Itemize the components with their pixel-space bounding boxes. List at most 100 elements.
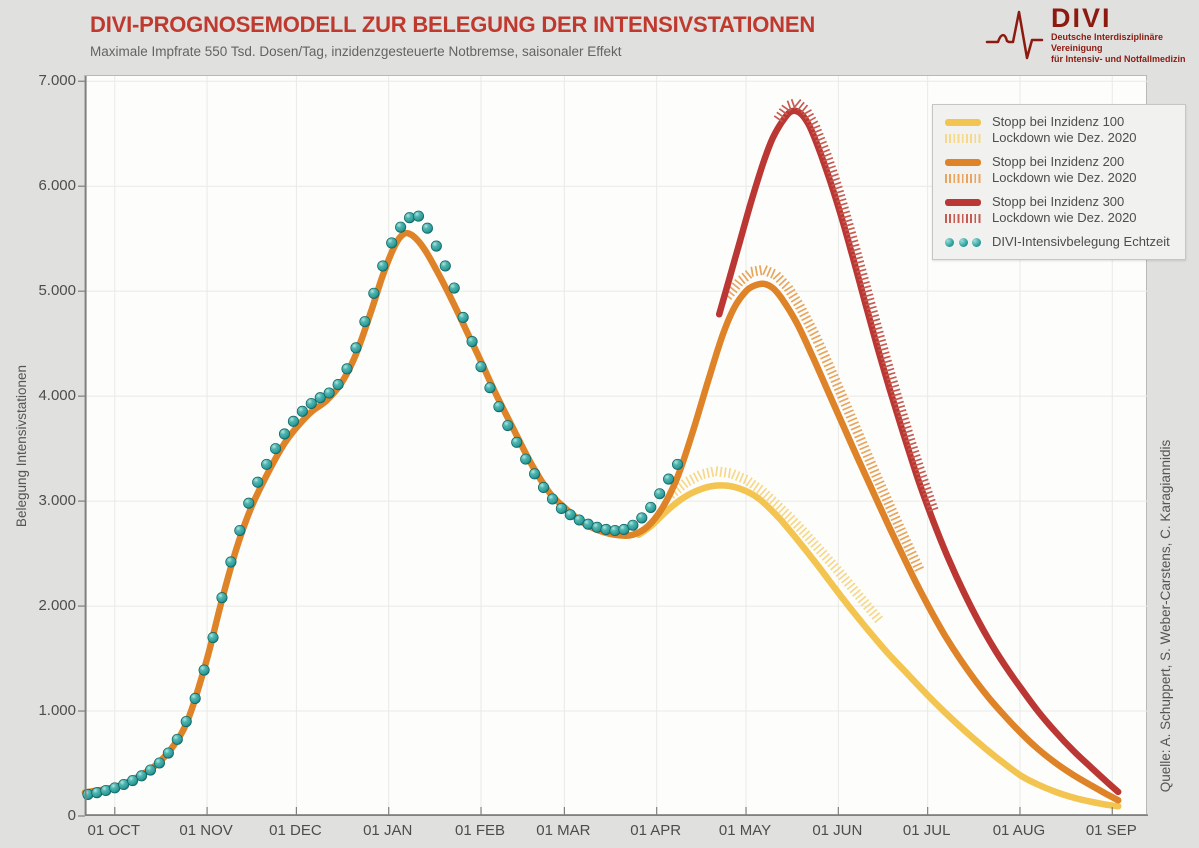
data-point — [430, 240, 442, 252]
data-point — [368, 287, 380, 299]
data-point — [261, 458, 273, 470]
legend-entry: Stopp bei Inzidenz 300 — [945, 194, 1175, 210]
x-axis-tick-label: 01 SEP — [1085, 822, 1137, 839]
legend-swatch-solid-line — [945, 118, 981, 126]
data-point — [645, 501, 657, 513]
data-point — [439, 260, 451, 272]
series-layer — [81, 98, 1122, 810]
legend-swatch-hatched-line — [945, 133, 981, 143]
data-point — [162, 747, 174, 759]
legend-label: Lockdown wie Dez. 2020 — [992, 170, 1137, 185]
legend-label: Lockdown wie Dez. 2020 — [992, 130, 1137, 145]
data-point — [564, 509, 576, 521]
data-point — [144, 764, 157, 776]
data-point — [323, 387, 335, 399]
data-point — [270, 443, 282, 455]
data-point — [573, 514, 585, 526]
legend-entry: Lockdown wie Dez. 2020 — [945, 210, 1175, 226]
data-point — [136, 770, 148, 782]
x-axis-tick-label: 01 JAN — [363, 822, 413, 839]
data-point — [377, 260, 389, 272]
legend-entry: Stopp bei Inzidenz 200 — [945, 154, 1175, 170]
legend-label: DIVI-Intensivbelegung Echtzeit — [992, 234, 1170, 249]
data-point — [520, 453, 532, 465]
logo-name: DIVI — [1051, 3, 1112, 33]
page-title: DIVI-PROGNOSEMODELL ZUR BELEGUNG DER INT… — [90, 12, 816, 37]
x-axis-tick-label: 01 MAY — [718, 822, 772, 839]
legend-swatch-hatched-line — [945, 213, 981, 223]
data-point — [350, 342, 362, 354]
data-point — [171, 733, 183, 745]
data-point — [627, 519, 639, 531]
x-axis-tick-label: 01 AUG — [992, 822, 1046, 839]
source-note: Quelle: A. Schuppert, S. Weber-Carstens,… — [1158, 439, 1173, 793]
legend-label: Stopp bei Inzidenz 100 — [992, 114, 1125, 129]
data-point — [189, 692, 201, 704]
data-point — [412, 210, 425, 222]
data-point — [252, 476, 264, 488]
y-axis-tick-label: 2.000 — [38, 597, 76, 615]
series-inzidenz300_lockdown-hatch — [773, 98, 939, 512]
y-axis-tick-label: 6.000 — [38, 177, 76, 195]
data-point — [296, 405, 308, 417]
x-axis-tick-label: 01 APR — [630, 822, 682, 839]
y-axis-tick-label: 0 — [67, 807, 76, 824]
data-point — [448, 282, 460, 294]
data-point — [82, 788, 94, 801]
data-point — [618, 523, 630, 535]
y-axis-title: Belegung Intensivstationen — [14, 364, 29, 528]
data-point — [663, 473, 675, 485]
series-inzidenz300-line — [715, 107, 1122, 796]
data-point — [216, 592, 228, 604]
x-axis-tick-label: 01 FEB — [455, 822, 506, 839]
x-axis-tick-label: 01 MAR — [536, 822, 591, 839]
data-point — [153, 757, 165, 769]
legend-label: Stopp bei Inzidenz 200 — [992, 154, 1125, 169]
data-point — [457, 311, 469, 323]
x-axis-tick-label: 01 OCT — [87, 822, 141, 839]
data-point — [502, 419, 514, 432]
data-point — [555, 502, 567, 515]
legend-swatch-dots — [945, 237, 981, 247]
y-axis-tick-label: 7.000 — [38, 72, 76, 90]
x-axis-tick-label: 01 DEC — [269, 822, 322, 839]
data-point — [636, 512, 648, 524]
data-point — [395, 221, 407, 233]
data-point — [386, 237, 398, 249]
x-axis-tick-label: 01 JUL — [902, 822, 951, 839]
y-axis-tick-label: 5.000 — [38, 282, 76, 300]
legend-swatch-solid-line — [945, 198, 981, 206]
divi-logo: DIVI Deutsche Interdisziplinäre Vereinig… — [985, 4, 1197, 66]
data-point — [332, 379, 344, 391]
data-point — [305, 397, 317, 410]
y-axis-tick-label: 3.000 — [38, 492, 76, 510]
data-point — [225, 556, 237, 568]
heartbeat-icon — [985, 10, 1044, 60]
data-point — [180, 715, 192, 728]
data-point — [537, 481, 550, 494]
data-point — [341, 363, 353, 375]
y-axis-tick-label: 1.000 — [38, 702, 76, 720]
logo-tagline-2: für Intensiv- und Notfallmedizin — [1051, 54, 1186, 64]
data-point — [278, 428, 291, 440]
data-point — [198, 664, 210, 676]
legend-swatch-hatched-line — [945, 173, 981, 183]
data-point — [671, 458, 684, 470]
data-point — [654, 488, 666, 500]
chart-canvas — [78, 76, 1148, 817]
data-point — [466, 336, 478, 348]
logo-text: DIVI Deutsche Interdisziplinäre Vereinig… — [1051, 4, 1197, 65]
data-point — [421, 222, 433, 234]
legend-entry: Lockdown wie Dez. 2020 — [945, 170, 1175, 186]
data-point — [243, 497, 255, 509]
data-point — [475, 361, 487, 373]
data-point — [484, 382, 496, 394]
x-axis-tick-label: 01 NOV — [179, 822, 233, 839]
data-point — [493, 401, 505, 413]
axes-layer — [78, 76, 1148, 817]
data-point — [314, 392, 326, 404]
legend-swatch-solid-line — [945, 158, 981, 166]
page-subtitle: Maximale Impfrate 550 Tsd. Dosen/Tag, in… — [90, 44, 622, 59]
data-point — [359, 316, 371, 328]
legend-label: Stopp bei Inzidenz 300 — [992, 194, 1125, 209]
